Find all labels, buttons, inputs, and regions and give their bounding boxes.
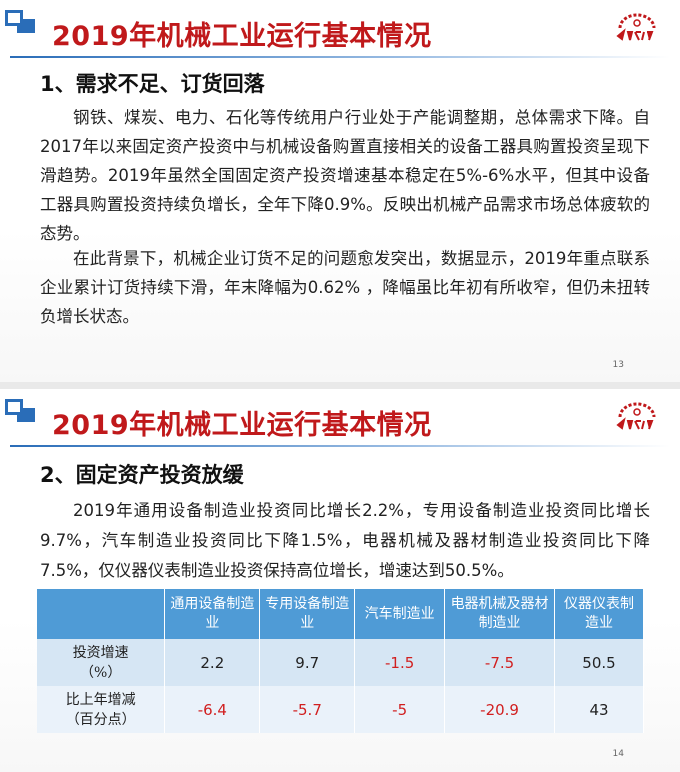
row-header-line: 比上年增减 [65,691,136,708]
table-cell: 50.5 [554,639,644,686]
column-header: 汽车制造业 [354,589,446,639]
slide-14: 2019年机械工业运行基本情况 2、固定资产投资放缓 2019年通用设备制造业投… [0,389,680,772]
corner-logo-icon [5,10,37,36]
table-row: 投资增速 （%） 2.2 9.7 -1.5 -7.5 50.5 [37,639,644,686]
column-header: 专用设备制造业 [259,589,356,639]
page-number: 13 [612,360,624,370]
column-header: 电器机械及器材制造业 [444,589,556,639]
slide-13: 2019年机械工业运行基本情况 1、需求不足、订货回落 钢铁、煤炭、电力、石化等… [0,0,680,382]
section-heading: 2、固定资产投资放缓 [40,463,244,487]
table-cell: -5.7 [259,686,356,733]
table-cell: 9.7 [259,639,356,686]
title-divider [10,56,670,58]
investment-table: 通用设备制造业 专用设备制造业 汽车制造业 电器机械及器材制造业 仪器仪表制造业… [37,589,644,733]
table-cell: -20.9 [444,686,556,733]
row-header-line: 投资增速 [72,644,129,661]
column-header: 通用设备制造业 [164,589,261,639]
cmif-gear-logo-icon [616,13,656,41]
table-header-row: 通用设备制造业 专用设备制造业 汽车制造业 电器机械及器材制造业 仪器仪表制造业 [37,589,644,639]
column-header: 仪器仪表制造业 [554,589,644,639]
table-cell: 43 [554,686,644,733]
paragraph: 钢铁、煤炭、电力、石化等传统用户行业处于产能调整期，总体需求下降。自2017年以… [40,108,650,243]
table-corner-cell [37,589,166,639]
table-cell: -1.5 [354,639,446,686]
row-header: 比上年增减 （百分点） [37,686,166,733]
table-cell: -7.5 [444,639,556,686]
section-heading: 1、需求不足、订货回落 [40,72,265,96]
slide-title: 2019年机械工业运行基本情况 [52,21,432,52]
table-cell: -6.4 [164,686,261,733]
paragraph: 2019年通用设备制造业投资同比增长2.2%，专用设备制造业投资同比增长9.7%… [40,501,650,580]
slide-separator [0,382,680,389]
table-cell: 2.2 [164,639,261,686]
slide-title: 2019年机械工业运行基本情况 [52,410,432,441]
row-header-unit: （%） [80,664,122,681]
title-divider [10,445,670,447]
paragraph: 在此背景下，机械企业订货不足的问题愈发突出，数据显示，2019年重点联系企业累计… [40,249,650,326]
table-cell: -5 [354,686,446,733]
row-header: 投资增速 （%） [37,639,166,686]
page-number: 14 [612,749,624,759]
row-header-unit: （百分点） [65,711,136,728]
cmif-gear-logo-icon [616,402,656,430]
corner-logo-icon [5,399,37,425]
table-row: 比上年增减 （百分点） -6.4 -5.7 -5 -20.9 43 [37,686,644,733]
